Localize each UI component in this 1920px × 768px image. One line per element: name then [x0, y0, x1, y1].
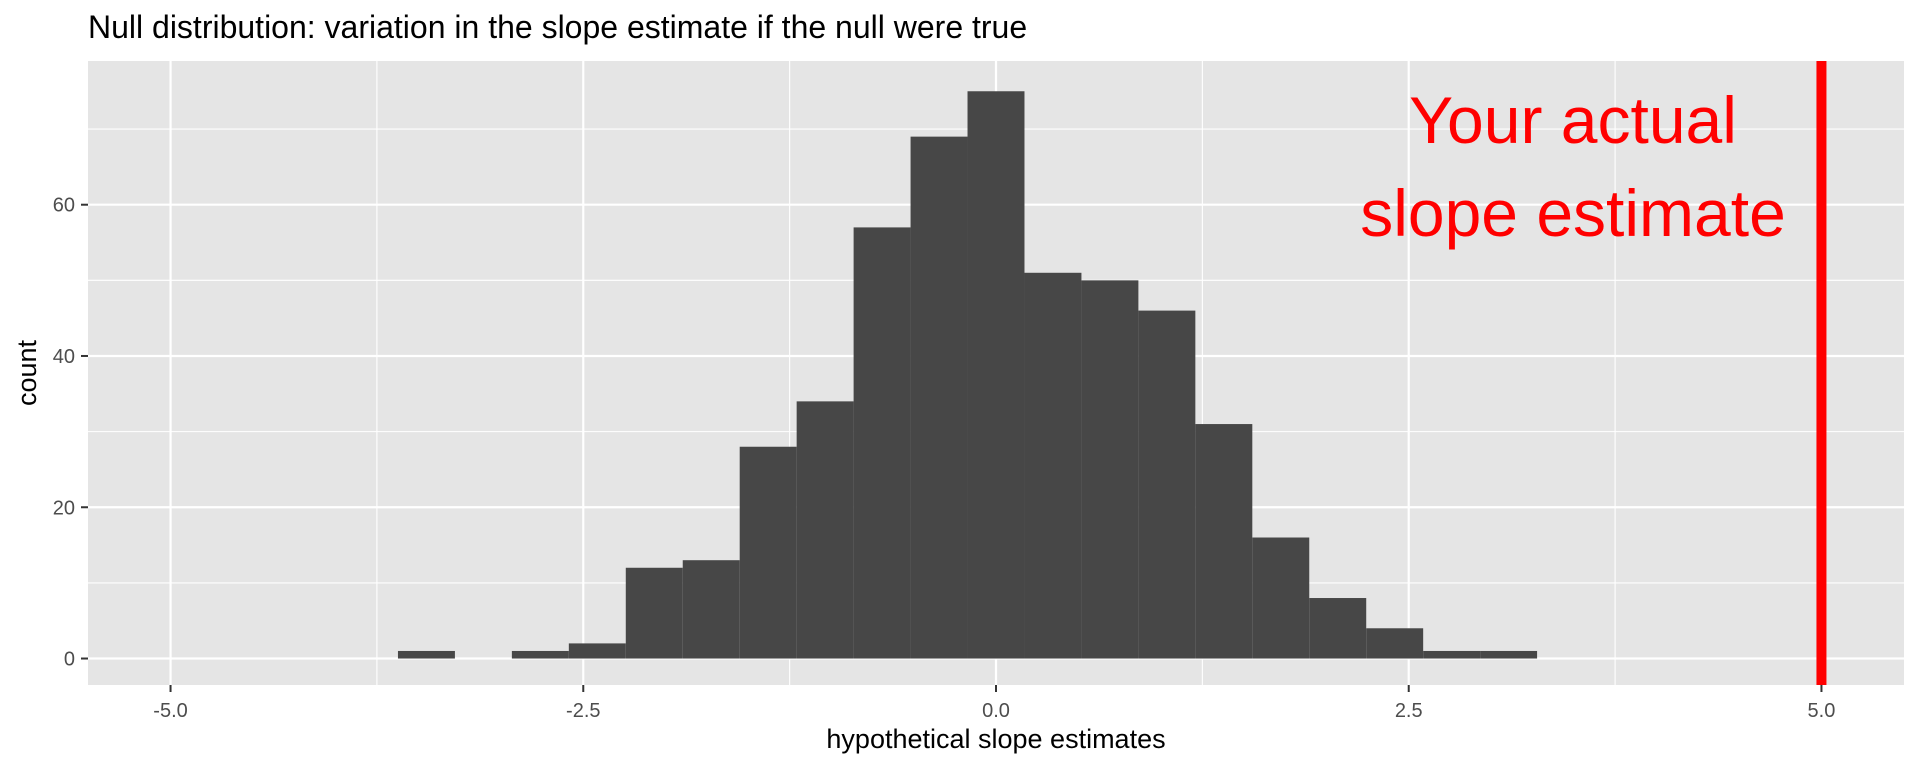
chart-title: Null distribution: variation in the slop…	[88, 9, 1027, 45]
histogram-bar	[739, 446, 797, 659]
histogram-bar	[1252, 537, 1310, 659]
histogram-bar	[1195, 424, 1253, 659]
y-axis-label: count	[12, 339, 42, 406]
histogram-bar	[967, 91, 1025, 659]
x-axis-label: hypothetical slope estimates	[826, 724, 1165, 754]
histogram-bars	[397, 91, 1538, 659]
histogram-bar	[1366, 628, 1424, 659]
x-axis-ticks: -5.0 -2.5 0.0 2.5 5.0	[153, 685, 1835, 722]
x-tick-label: -5.0	[153, 700, 187, 722]
histogram-bar	[682, 560, 740, 659]
y-tick-label: 60	[53, 195, 75, 217]
annotation-line-2: slope estimate	[1360, 176, 1786, 250]
histogram-bar	[1024, 272, 1082, 659]
histogram-bar	[1423, 650, 1481, 659]
x-tick-label: 0.0	[982, 700, 1010, 722]
histogram-bar	[625, 567, 683, 659]
y-tick-label: 20	[53, 497, 75, 519]
histogram-bar	[796, 401, 854, 659]
y-tick-label: 40	[53, 346, 75, 368]
x-tick-label: 2.5	[1395, 700, 1423, 722]
histogram-bar	[1138, 310, 1196, 659]
histogram-bar	[397, 650, 455, 659]
histogram-bar	[568, 643, 626, 659]
histogram-bar	[1309, 598, 1367, 659]
histogram-bar	[511, 650, 569, 659]
annotation-line-1: Your actual	[1409, 83, 1737, 157]
y-tick-label: 0	[64, 649, 75, 671]
y-axis-ticks: 0 20 40 60	[53, 195, 88, 671]
histogram-bar	[1480, 650, 1538, 659]
histogram-bar	[1081, 280, 1139, 659]
histogram-bar	[910, 136, 968, 659]
histogram-bar	[853, 227, 911, 659]
x-tick-label: 5.0	[1808, 700, 1836, 722]
x-tick-label: -2.5	[566, 700, 600, 722]
